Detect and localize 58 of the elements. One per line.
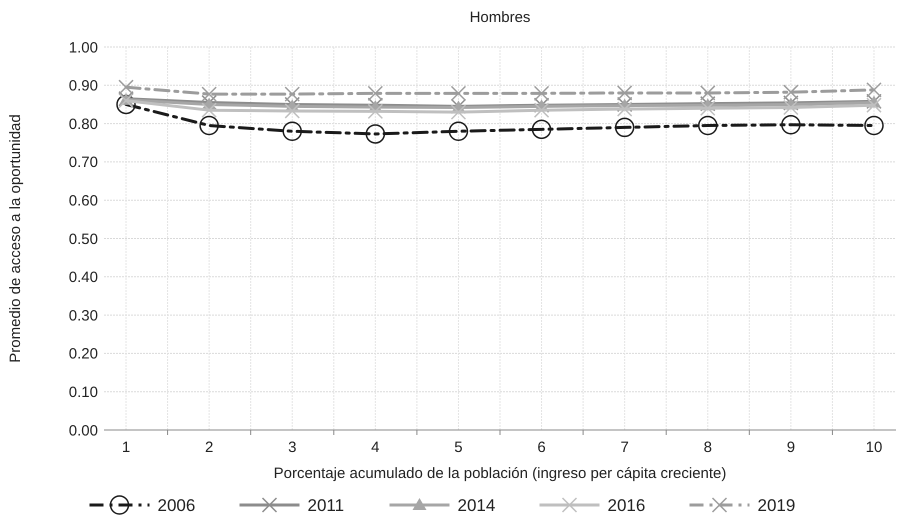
x-tick-label: 9 xyxy=(786,439,796,456)
point xyxy=(532,120,552,140)
y-tick-label: 0.30 xyxy=(68,307,98,324)
point xyxy=(614,118,634,138)
x-tick-label: 2 xyxy=(204,439,214,456)
point xyxy=(450,104,466,120)
x-tick-label: 7 xyxy=(620,439,629,456)
y-tick-label: 1.00 xyxy=(68,39,98,56)
y-tick-label: 0.40 xyxy=(68,269,98,286)
x-tick-label: 3 xyxy=(288,439,296,456)
point xyxy=(116,94,136,114)
point xyxy=(616,85,632,101)
legend-label: 2014 xyxy=(458,496,496,515)
point xyxy=(366,124,386,144)
point xyxy=(783,84,799,100)
point xyxy=(368,86,384,102)
point xyxy=(700,100,716,116)
x-tick-label: 4 xyxy=(371,439,380,456)
point xyxy=(201,86,217,102)
point xyxy=(616,101,632,117)
point xyxy=(282,122,302,142)
y-tick-label: 0.00 xyxy=(68,422,98,440)
point xyxy=(781,115,801,134)
x-axis-title: Porcentaje acumulado de la población (ingreso per cápita creciente) xyxy=(274,465,726,482)
y-tick-label: 0.80 xyxy=(68,116,98,133)
point xyxy=(368,104,384,120)
point xyxy=(284,86,300,102)
x-tick-label: 1 xyxy=(122,439,130,456)
point xyxy=(450,86,466,102)
y-tick-label: 0.10 xyxy=(68,384,98,401)
point xyxy=(534,102,550,118)
point xyxy=(698,116,718,136)
legend-label: 2019 xyxy=(758,496,796,515)
x-tick-label: 8 xyxy=(704,439,712,456)
x-tick-label: 10 xyxy=(866,439,882,456)
y-axis-title: Promedio de acceso a la oportunidad xyxy=(7,114,24,363)
y-tick-label: 0.20 xyxy=(68,346,98,363)
point xyxy=(783,100,799,116)
point xyxy=(201,102,217,118)
chart-title: Hombres xyxy=(470,9,530,26)
legend-label: 2016 xyxy=(608,496,646,515)
point xyxy=(199,116,219,136)
legend-label: 2006 xyxy=(158,496,196,515)
point xyxy=(118,79,134,95)
point xyxy=(534,86,550,102)
point xyxy=(866,97,882,113)
point xyxy=(284,103,300,119)
point xyxy=(448,122,468,142)
x-tick-label: 6 xyxy=(537,439,546,456)
legend-label: 2011 xyxy=(308,496,344,515)
point xyxy=(866,82,882,98)
y-tick-label: 0.60 xyxy=(68,192,98,210)
x-tick-label: 5 xyxy=(454,439,463,456)
y-tick-label: 0.90 xyxy=(68,78,98,95)
y-tick-label: 0.50 xyxy=(68,230,98,248)
point xyxy=(700,85,716,101)
point xyxy=(864,116,884,136)
y-tick-label: 0.70 xyxy=(68,154,98,172)
